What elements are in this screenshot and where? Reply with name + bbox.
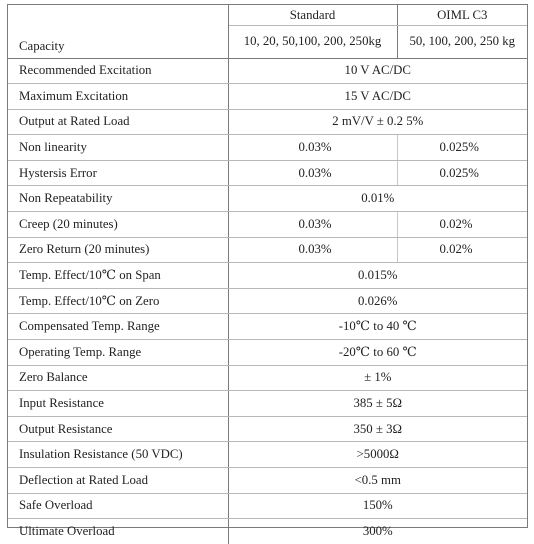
- specifications-table: Standard OIML C3 Capacity 10, 20, 50,100,…: [8, 5, 527, 544]
- row-label: Insulation Resistance (50 VDC): [8, 441, 229, 468]
- table-row: Ultimate Overload 300%: [8, 518, 527, 544]
- table-row: Capacity 10, 20, 50,100, 200, 250kg 50, 10…: [8, 25, 527, 59]
- standard-value: 0.03%: [228, 237, 398, 264]
- oiml-value: 0.025%: [397, 160, 527, 187]
- row-value: 300%: [362, 523, 393, 538]
- row-label: Non linearity: [8, 134, 229, 161]
- table-row: Safe Overload 150%: [8, 493, 527, 520]
- row-label: Creep (20 minutes): [8, 211, 229, 238]
- header-blank-cell: [8, 5, 229, 26]
- row-label: Temp. Effect/10℃ on Zero: [8, 288, 229, 315]
- row-value: ± 1%: [228, 365, 527, 392]
- row-label: Deflection at Rated Load: [8, 467, 229, 494]
- table-row: Temp. Effect/10℃ on Zero 0.026%: [8, 288, 527, 315]
- header-standard: Standard: [228, 5, 398, 26]
- row-label: Recommended Excitation: [8, 58, 229, 85]
- spec-sheet: Standard OIML C3 Capacity 10, 20, 50,100,…: [7, 4, 528, 544]
- row-value: <0.5 mm: [228, 467, 527, 494]
- table-body: Standard OIML C3 Capacity 10, 20, 50,100,…: [8, 5, 527, 544]
- row-value: 10 V AC/DC: [228, 58, 527, 85]
- standard-value: 10, 20, 50,100, 200, 250kg: [228, 25, 398, 59]
- row-value: 150%: [228, 493, 527, 520]
- row-label: Temp. Effect/10℃ on Span: [8, 262, 229, 289]
- row-value: -10℃ to 40 ℃: [228, 313, 527, 341]
- row-value: 385 ± 5Ω: [228, 390, 527, 417]
- standard-value: 0.03%: [228, 160, 398, 187]
- header-row: Standard OIML C3: [8, 5, 527, 26]
- row-value: -20℃ to 60 ℃: [228, 339, 527, 366]
- table-row: Hystersis Error 0.03% 0.025%: [8, 160, 527, 187]
- row-label: Non Repeatability: [8, 185, 229, 213]
- row-label: Ultimate Overload: [8, 518, 229, 544]
- standard-value: 0.03%: [228, 134, 398, 161]
- table-row: Non linearity 0.03% 0.025%: [8, 134, 527, 161]
- table-row: Input Resistance 385 ± 5Ω: [8, 390, 527, 417]
- table-row: Deflection at Rated Load <0.5 mm: [8, 467, 527, 494]
- table-row: Compensated Temp. Range -10℃ to 40 ℃: [8, 313, 527, 341]
- oiml-value: 0.025%: [397, 134, 527, 161]
- row-value: 0.026%: [228, 288, 527, 315]
- table-row: Output Resistance 350 ± 3Ω: [8, 416, 527, 443]
- table-row: Creep (20 minutes) 0.03% 0.02%: [8, 211, 527, 238]
- row-label: Safe Overload: [8, 493, 229, 520]
- row-value: 15 V AC/DC: [228, 83, 527, 110]
- table-row: Insulation Resistance (50 VDC) >5000Ω: [8, 441, 527, 468]
- table-row: Output at Rated Load 2 mV/V ± 0.2 5%: [8, 109, 527, 136]
- row-value: >5000Ω: [228, 441, 527, 468]
- row-value: 350 ± 3Ω: [228, 416, 527, 443]
- table-row: Recommended Excitation 10 V AC/DC: [8, 58, 527, 85]
- table-row: Non Repeatability 0.01%: [8, 185, 527, 213]
- table-row: Zero Return (20 minutes) 0.03% 0.02%: [8, 237, 527, 264]
- row-label: Output Resistance: [8, 416, 229, 443]
- oiml-value: 0.02%: [397, 237, 527, 264]
- row-value: 0.01%: [228, 185, 527, 213]
- oiml-value: 50, 100, 200, 250 kg: [397, 25, 527, 59]
- table-row: Zero Balance ± 1%: [8, 365, 527, 392]
- header-oiml: OIML C3: [397, 5, 527, 26]
- row-label: Operating Temp. Range: [8, 339, 229, 366]
- table-row: Temp. Effect/10℃ on Span 0.015%: [8, 262, 527, 289]
- row-label: Output at Rated Load: [8, 109, 229, 136]
- row-value: 2 mV/V ± 0.2 5%: [228, 109, 527, 136]
- row-label: Zero Return (20 minutes): [8, 237, 229, 264]
- row-label: Input Resistance: [8, 390, 229, 417]
- row-label: Capacity: [8, 25, 229, 59]
- standard-value: 0.03%: [228, 211, 398, 238]
- row-label: Zero Balance: [8, 365, 229, 392]
- table-row: Maximum Excitation 15 V AC/DC: [8, 83, 527, 110]
- row-label: Compensated Temp. Range: [8, 313, 229, 341]
- oiml-value: 0.02%: [397, 211, 527, 238]
- row-value: 0.015%: [228, 262, 527, 289]
- row-label: Hystersis Error: [8, 160, 229, 187]
- table-row: Operating Temp. Range -20℃ to 60 ℃: [8, 339, 527, 366]
- row-label: Maximum Excitation: [8, 83, 229, 110]
